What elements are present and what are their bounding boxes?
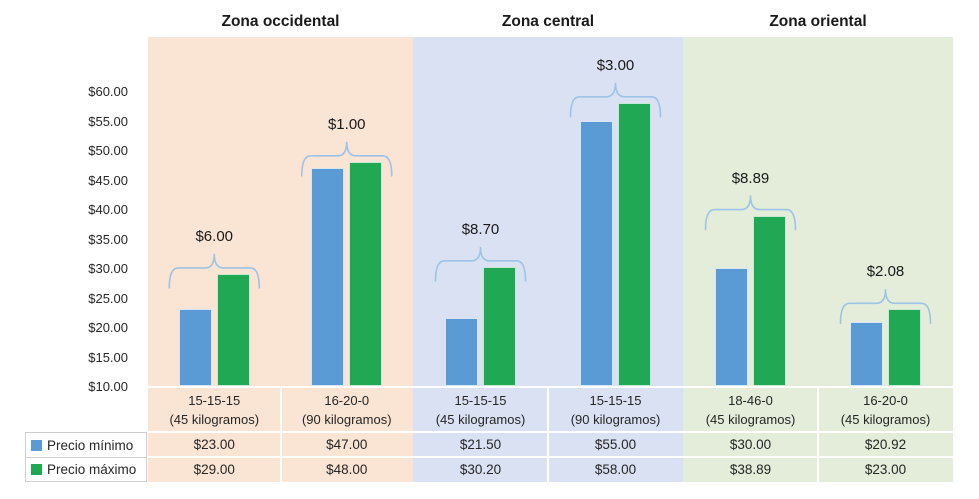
category-line: (45 kilogramos) xyxy=(705,412,796,427)
y-axis-tick: $40.00 xyxy=(88,202,128,217)
table-row-separator xyxy=(148,431,953,433)
category-line: (90 kilogramos) xyxy=(570,412,661,427)
price-difference-label: $6.00 xyxy=(195,227,234,245)
table-cell-precio-minimo: $55.00 xyxy=(594,437,637,452)
table-cell-precio-minimo: $30.00 xyxy=(729,437,772,452)
category-cell: 15-15-15 (45 kilogramos) xyxy=(415,391,547,429)
table-cell-precio-minimo: $21.50 xyxy=(459,437,502,452)
y-axis-tick: $10.00 xyxy=(88,379,128,394)
category-cell: 15-15-15 (45 kilogramos) xyxy=(148,391,280,429)
table-cell-precio-minimo: $47.00 xyxy=(326,437,368,452)
legend-marker-icon xyxy=(31,439,42,451)
bar-precio-minimo xyxy=(445,318,478,386)
price-difference-label: $8.89 xyxy=(731,169,770,187)
legend-precio-minimo: Precio mínimo xyxy=(25,432,147,458)
category-line: 15-15-15 xyxy=(589,393,642,408)
table-cell-precio-maximo: $38.89 xyxy=(729,462,772,477)
bar-precio-maximo xyxy=(216,273,250,386)
legend-label: Precio máximo xyxy=(47,462,137,477)
legend-precio-maximo: Precio máximo xyxy=(25,457,147,482)
table-cell-precio-maximo: $48.00 xyxy=(326,462,368,477)
bar-precio-maximo xyxy=(349,161,383,386)
bar-precio-maximo xyxy=(753,215,786,386)
y-axis-tick: $35.00 xyxy=(88,231,128,247)
category-line: (45 kilogramos) xyxy=(840,412,931,427)
bar-precio-maximo xyxy=(888,309,921,386)
category-cell: 15-15-15 (90 kilogramos) xyxy=(550,391,682,429)
zone-title-3: Zona oriental xyxy=(769,13,867,30)
bar-precio-maximo xyxy=(483,266,516,386)
bar-precio-minimo xyxy=(850,321,883,386)
category-line: 16-20-0 xyxy=(863,393,908,408)
y-axis-tick: $30.00 xyxy=(88,261,128,276)
y-axis-tick: $20.00 xyxy=(88,320,128,335)
table-column-separator xyxy=(279,386,282,482)
category-cell: 16-20-0 (90 kilogramos) xyxy=(281,391,413,429)
price-difference-label: $1.00 xyxy=(327,115,366,133)
category-line: (45 kilogramos) xyxy=(169,412,260,427)
category-cell: 16-20-0 (45 kilogramos) xyxy=(820,391,952,429)
legend-marker-icon xyxy=(31,464,42,475)
bar-precio-minimo xyxy=(715,268,748,386)
bar-precio-minimo xyxy=(178,309,212,386)
category-cell: 18-46-0 (45 kilogramos) xyxy=(685,391,817,429)
bar-precio-minimo xyxy=(311,167,345,386)
table-row-separator xyxy=(148,386,953,388)
y-axis-tick: $15.00 xyxy=(88,349,128,365)
category-line: 18-46-0 xyxy=(728,393,773,408)
y-axis-tick: $55.00 xyxy=(88,113,128,129)
table-cell-precio-maximo: $58.00 xyxy=(594,462,637,477)
table-row-separator xyxy=(148,456,953,458)
category-line: 15-15-15 xyxy=(454,393,507,408)
category-line: 15-15-15 xyxy=(188,393,241,408)
y-axis-tick: $60.00 xyxy=(88,84,128,99)
table-cell-precio-minimo: $23.00 xyxy=(193,437,235,452)
table-cell-precio-maximo: $30.20 xyxy=(459,462,502,477)
table-cell-precio-minimo: $20.92 xyxy=(864,437,907,452)
category-line: 16-20-0 xyxy=(324,393,370,408)
table-column-separator xyxy=(547,386,549,482)
bar-precio-maximo xyxy=(618,102,651,386)
category-line: (90 kilogramos) xyxy=(301,412,392,427)
price-difference-label: $2.08 xyxy=(866,263,905,281)
table-column-separator xyxy=(817,386,819,482)
legend-label: Precio mínimo xyxy=(47,437,134,453)
y-axis-tick: $25.00 xyxy=(88,290,128,306)
y-axis-tick: $45.00 xyxy=(88,172,128,188)
y-axis-tick: $50.00 xyxy=(88,143,128,158)
bar-precio-minimo xyxy=(580,120,613,386)
category-line: (45 kilogramos) xyxy=(435,412,526,427)
price-difference-label: $8.70 xyxy=(461,220,500,238)
table-cell-precio-maximo: $23.00 xyxy=(864,462,907,477)
price-difference-label: $3.00 xyxy=(596,56,635,74)
zone-title-1: Zona occidental xyxy=(221,13,340,30)
zone-title-2: Zona central xyxy=(501,13,595,30)
table-cell-precio-maximo: $29.00 xyxy=(193,462,235,477)
